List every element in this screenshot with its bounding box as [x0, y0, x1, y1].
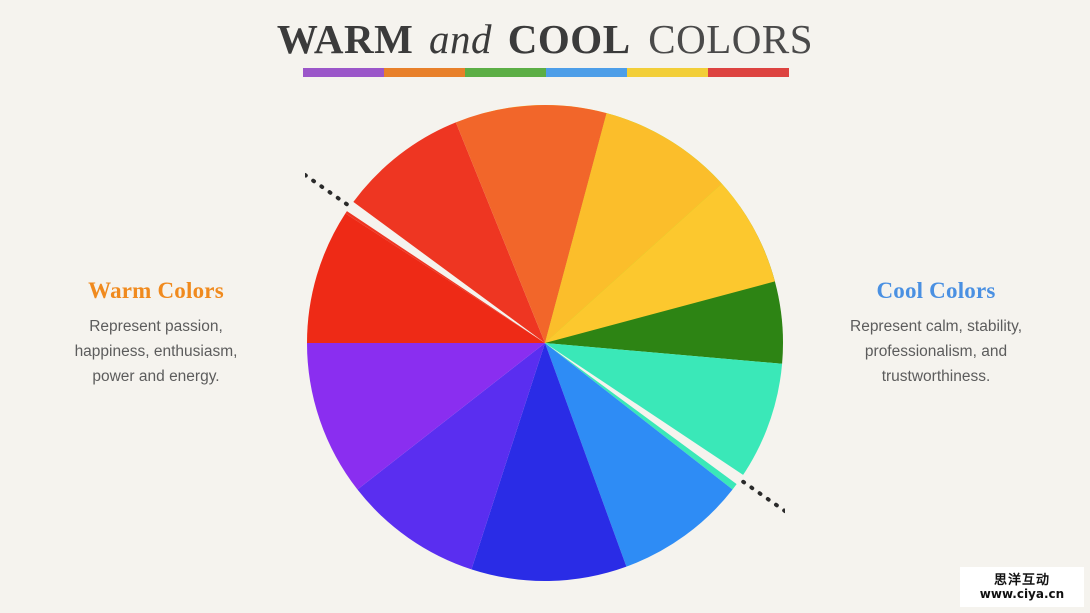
watermark-brand: 思洋互动 [993, 572, 1050, 588]
color-wheel [305, 103, 785, 583]
title-block: WARM and COOL COLORS [0, 16, 1090, 62]
watermark: 思洋互动 www.ciya.cn [960, 567, 1084, 607]
warm-description-line-1: Represent passion, [89, 318, 223, 335]
divider-dotted-upper-right [305, 172, 349, 207]
wheel-split-gap-lower [343, 199, 545, 343]
wheel-split-gap-upper [545, 343, 747, 487]
cool-colors-heading: Cool Colors [876, 278, 996, 303]
title-word-warm: WARM [276, 16, 414, 62]
wheel-segment-red-orange [345, 122, 545, 343]
warm-colors-heading: Warm Colors [88, 278, 224, 303]
wheel-segment-blue [471, 343, 627, 582]
accent-bar-segment-green [465, 68, 546, 77]
warm-colors-description: Represent passion, happiness, enthusiasm… [26, 314, 286, 389]
cool-colors-description: Represent calm, stability, professionali… [806, 314, 1066, 389]
warm-cool-divider-line [305, 172, 785, 514]
watermark-url: www.ciya.cn [979, 586, 1065, 601]
title-word-and: and [429, 16, 493, 62]
warm-colors-panel: Warm Colors Represent passion, happiness… [26, 278, 286, 389]
cool-colors-panel: Cool Colors Represent calm, stability, p… [806, 278, 1066, 389]
cool-description-line-2: professionalism, and [864, 343, 1008, 361]
wheel-segment-orange [455, 104, 607, 343]
accent-bar-segment-purple [303, 68, 384, 77]
wheel-segment-purple [307, 343, 545, 490]
title-accent-bar [303, 68, 789, 77]
accent-bar-segment-blue [546, 68, 627, 77]
title-word-colors: COLORS [648, 16, 814, 62]
wheel-segment-golden-yellow [545, 183, 775, 343]
warm-description-line-2: happiness, enthusiasm, [74, 343, 238, 361]
wheel-segment-red [307, 213, 545, 343]
divider-dotted-lower-left [741, 479, 785, 514]
title-word-cool: COOL [507, 16, 631, 62]
color-wheel-svg [305, 104, 785, 582]
wheel-segment-amber [545, 113, 722, 343]
color-wheel-segments [307, 104, 783, 582]
accent-bar-segment-orange [384, 68, 465, 77]
warm-description-line-3: power and energy. [92, 368, 220, 386]
cool-description-line-3: trustworthiness. [881, 368, 991, 386]
wheel-segment-turquoise [545, 343, 783, 490]
accent-bar-segment-yellow [627, 68, 708, 77]
cool-description-line-1: Represent calm, stability, [850, 318, 1022, 335]
wheel-segment-sky-blue [545, 343, 733, 567]
accent-bar-segment-red [708, 68, 789, 77]
page-title: WARM and COOL COLORS [0, 16, 1090, 62]
wheel-segment-violet-blue [357, 343, 545, 570]
